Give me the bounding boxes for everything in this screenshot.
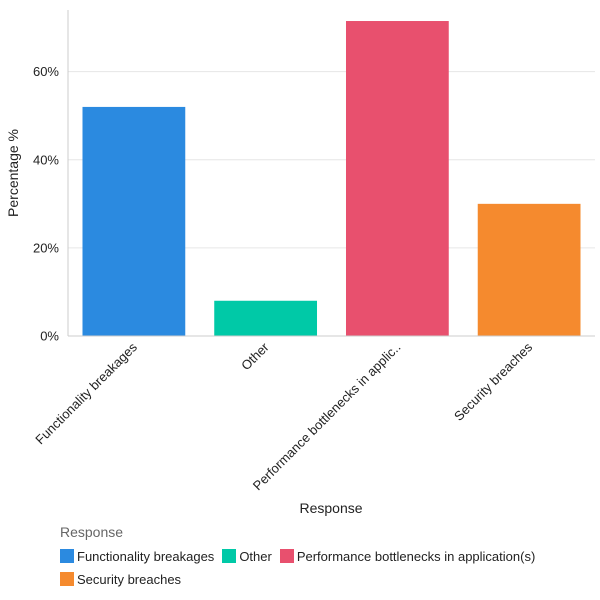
x-axis-title: Response <box>299 500 362 516</box>
bar[interactable] <box>214 300 318 336</box>
bar-chart: 0% 20% 40% 60% Functionality breakages Other… <box>5 10 595 516</box>
y-axis-ticks: 0% 20% 40% 60% <box>33 64 59 343</box>
legend-title: Response <box>60 524 124 540</box>
legend-label: Other <box>239 548 272 564</box>
y-tick-label: 60% <box>33 64 59 79</box>
legend-swatch <box>222 549 237 563</box>
legend-label: Functionality breakages <box>77 548 215 564</box>
legend-items: Functionality breakages Other Performance … <box>60 547 590 588</box>
y-axis-title: Percentage % <box>5 129 21 217</box>
legend-item[interactable]: Functionality breakages <box>60 547 214 565</box>
legend-item[interactable]: Performance bottlenecks in application(s… <box>279 547 536 565</box>
legend-label: Performance bottlenecks in application(s… <box>296 548 536 564</box>
legend-item[interactable]: Security breaches <box>60 570 181 588</box>
legend: Response Functionality breakages Other Per… <box>60 524 590 588</box>
bar[interactable] <box>82 106 186 337</box>
legend-item[interactable]: Other <box>222 547 272 565</box>
bars <box>82 21 581 337</box>
legend-swatch <box>60 572 74 586</box>
x-tick-label: Functionality breakages <box>32 339 140 447</box>
y-tick-label: 0% <box>40 329 59 344</box>
legend-swatch <box>60 549 74 563</box>
x-tick-label: Performance bottlenecks in applic.. <box>250 340 404 494</box>
bar[interactable] <box>345 21 449 336</box>
y-tick-label: 20% <box>33 240 59 255</box>
x-axis-ticks: Functionality breakages OtherPerformance … <box>32 339 535 493</box>
legend-swatch <box>279 549 294 563</box>
bar[interactable] <box>477 203 581 336</box>
x-tick-label: Security breaches <box>451 339 536 424</box>
y-tick-label: 40% <box>33 152 59 167</box>
legend-label: Security breaches <box>77 571 182 587</box>
x-tick-label: Other <box>238 339 272 373</box>
